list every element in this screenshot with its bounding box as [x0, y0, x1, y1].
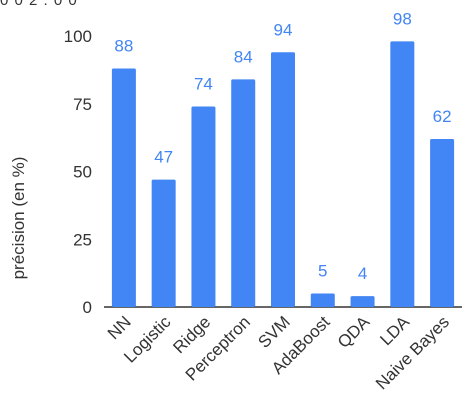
y-tick-label: 100: [64, 27, 92, 46]
bar-value-label: 47: [154, 148, 173, 167]
bar: [350, 296, 375, 307]
bar-value-label: 74: [194, 74, 213, 93]
data-labels-group: 88 47 74 84 94 5 4 98 62: [114, 9, 451, 283]
bar-value-label: 84: [234, 47, 253, 66]
bar: [151, 179, 176, 307]
bars-group: [111, 41, 455, 308]
x-tick-label: QDA: [334, 312, 374, 352]
clipped-header-text: 0 0 2 . 0 0: [0, 0, 78, 9]
y-tick-label: 25: [73, 230, 92, 249]
bar-value-label: 98: [393, 9, 412, 28]
y-axis-ticks: 0 25 50 75 100: [64, 27, 92, 317]
bar-value-label: 88: [114, 37, 133, 56]
x-tick-label: Naive Bayes: [372, 312, 453, 393]
bar: [191, 106, 216, 308]
bar: [390, 41, 415, 308]
bar: [430, 138, 455, 307]
bar: [231, 79, 256, 307]
bar-value-label: 94: [274, 20, 293, 39]
y-tick-label: 75: [73, 95, 92, 114]
y-axis-title: précision (en %): [9, 157, 28, 280]
bar-value-label: 5: [318, 261, 327, 280]
bar: [310, 293, 335, 307]
bar: [271, 52, 295, 308]
y-tick-label: 0: [83, 298, 92, 317]
bar-value-label: 4: [358, 264, 367, 283]
bar-value-label: 62: [433, 107, 452, 126]
bar: [111, 68, 136, 308]
y-tick-label: 50: [73, 163, 92, 182]
x-tick-label: NN: [104, 312, 135, 343]
